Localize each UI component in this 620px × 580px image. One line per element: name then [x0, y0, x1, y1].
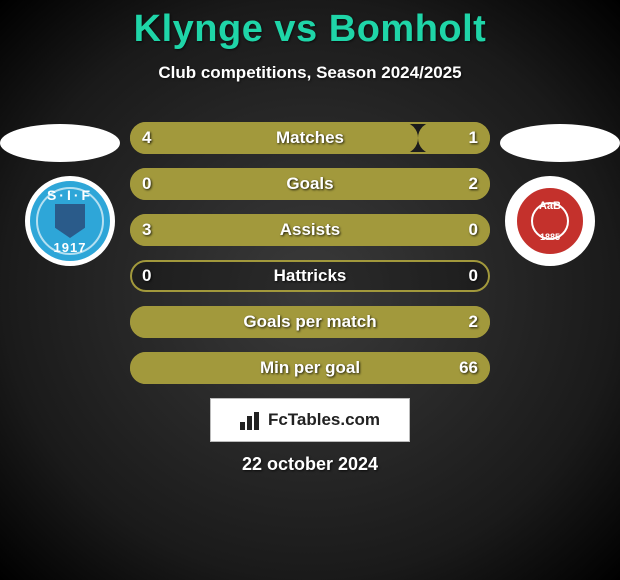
stat-value-right: 2: [469, 306, 478, 338]
stat-value-right: 66: [459, 352, 478, 384]
stat-value-right: 2: [469, 168, 478, 200]
stats-bars: Matches41Goals02Assists30Hattricks00Goal…: [130, 122, 490, 398]
bar-chart-icon: [240, 410, 262, 430]
stat-bar: Goals per match2: [130, 306, 490, 338]
stat-label: Min per goal: [130, 352, 490, 384]
page-title: Klynge vs Bomholt: [0, 0, 620, 51]
player-right-silhouette: [500, 124, 620, 162]
stat-bar: Goals0 2: [130, 168, 490, 200]
stat-bar: Min per goal66: [130, 352, 490, 384]
stat-value-left: 4: [142, 122, 151, 154]
club-badge-left: S·I·F 1917: [25, 176, 115, 266]
stat-value-left: 0: [142, 168, 151, 200]
date-label: 22 october 2024: [0, 454, 620, 475]
stat-value-left: 3: [142, 214, 151, 246]
brand-footer: FcTables.com: [210, 398, 410, 442]
club-badge-left-top: S·I·F: [30, 187, 110, 203]
stat-label: Assists: [130, 214, 490, 246]
stat-value-right: 1: [469, 122, 478, 154]
club-badge-left-bottom: 1917: [30, 240, 110, 255]
stat-value-left: 0: [142, 260, 151, 292]
stat-label: Goals: [130, 168, 490, 200]
club-badge-right-bottom: 1885: [517, 232, 583, 242]
player-left-silhouette: [0, 124, 120, 162]
stat-value-right: 0: [469, 214, 478, 246]
subtitle: Club competitions, Season 2024/2025: [0, 63, 620, 83]
club-badge-right: AaB 1885: [505, 176, 595, 266]
stat-value-right: 0: [469, 260, 478, 292]
stat-label: Matches: [130, 122, 490, 154]
stat-bar: Matches4 1: [130, 122, 490, 154]
stat-label: Goals per match: [130, 306, 490, 338]
club-badge-right-top: AaB: [517, 200, 583, 212]
stat-label: Hattricks: [130, 260, 490, 292]
stat-bar: Hattricks0 0: [130, 260, 490, 292]
brand-text: FcTables.com: [268, 410, 380, 430]
stat-bar: Assists3 0: [130, 214, 490, 246]
